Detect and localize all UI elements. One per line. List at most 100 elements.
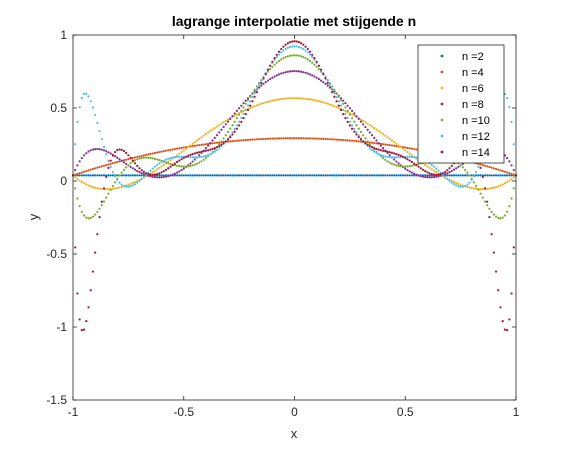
data-point [184, 165, 188, 168]
data-point [85, 183, 88, 186]
data-point [74, 187, 77, 190]
legend-marker [440, 54, 444, 58]
data-point [510, 172, 513, 176]
data-point [308, 174, 312, 177]
data-point [408, 155, 411, 158]
data-point [187, 165, 190, 168]
data-point [120, 171, 123, 174]
data-point [242, 109, 245, 113]
data-point [136, 179, 139, 183]
data-point [362, 134, 365, 137]
data-point [257, 103, 261, 106]
data-point [102, 149, 106, 152]
data-point [395, 160, 398, 163]
data-point [220, 140, 223, 143]
data-point [291, 45, 294, 48]
data-point [260, 137, 263, 141]
data-point [324, 75, 327, 78]
data-point [153, 165, 157, 168]
data-point [275, 61, 278, 64]
data-point [191, 164, 194, 167]
data-point [269, 68, 272, 71]
data-point [306, 97, 309, 101]
data-point [295, 97, 298, 100]
data-point [364, 142, 367, 145]
data-point [390, 174, 394, 177]
data-point [164, 149, 168, 152]
data-point [410, 154, 413, 157]
data-point [450, 179, 453, 183]
data-point [182, 149, 185, 152]
data-point [109, 165, 112, 168]
data-point [189, 156, 192, 159]
data-point [337, 174, 340, 177]
data-point [512, 168, 515, 172]
data-point [459, 185, 462, 188]
data-point [133, 168, 137, 171]
data-point [404, 146, 407, 149]
data-point [448, 170, 451, 174]
data-point [339, 138, 343, 141]
data-point [138, 155, 141, 158]
data-point [158, 172, 161, 175]
data-point [295, 40, 298, 43]
data-point [350, 124, 354, 127]
data-point [218, 123, 221, 127]
data-point [386, 160, 389, 163]
data-point [335, 96, 338, 99]
data-point [160, 171, 163, 174]
data-point [326, 174, 329, 177]
data-point [89, 174, 92, 177]
data-point [98, 207, 101, 210]
data-point [96, 233, 99, 236]
data-point [319, 100, 323, 103]
data-point [136, 181, 139, 184]
data-point [149, 152, 152, 156]
data-point [441, 173, 444, 176]
data-point [375, 151, 378, 155]
data-point [415, 156, 418, 159]
data-point [432, 169, 436, 172]
data-point [373, 174, 376, 177]
data-point [337, 100, 340, 103]
data-point [180, 146, 183, 149]
data-point [105, 174, 108, 177]
data-point [226, 140, 230, 143]
data-point [350, 109, 354, 112]
data-point [461, 166, 464, 169]
data-point [393, 163, 396, 166]
data-point [401, 155, 405, 158]
data-point [198, 161, 201, 164]
data-point [91, 148, 95, 151]
x-tick-label: 0.5 [397, 405, 414, 419]
data-point [242, 174, 245, 177]
data-point [213, 147, 216, 150]
data-point [342, 99, 345, 102]
data-point [191, 144, 194, 148]
data-point [428, 174, 431, 177]
data-point [195, 151, 199, 154]
data-point [313, 99, 316, 102]
data-point [508, 172, 511, 175]
data-point [277, 137, 281, 140]
data-point [459, 174, 462, 177]
data-point [488, 207, 491, 210]
data-point [359, 120, 363, 123]
data-point [238, 120, 241, 123]
data-point [264, 101, 267, 104]
data-point [406, 174, 409, 177]
data-point [421, 168, 425, 171]
data-point [353, 174, 356, 177]
data-point [501, 216, 504, 219]
data-point [339, 97, 343, 100]
data-point [242, 139, 245, 142]
x-tick-label: -1 [68, 405, 79, 419]
data-point [293, 45, 296, 48]
data-point [215, 149, 219, 152]
data-point [388, 143, 391, 147]
data-point [339, 104, 343, 107]
data-point [492, 186, 495, 189]
data-point [275, 98, 278, 101]
data-point [483, 187, 487, 190]
data-point [468, 174, 471, 177]
